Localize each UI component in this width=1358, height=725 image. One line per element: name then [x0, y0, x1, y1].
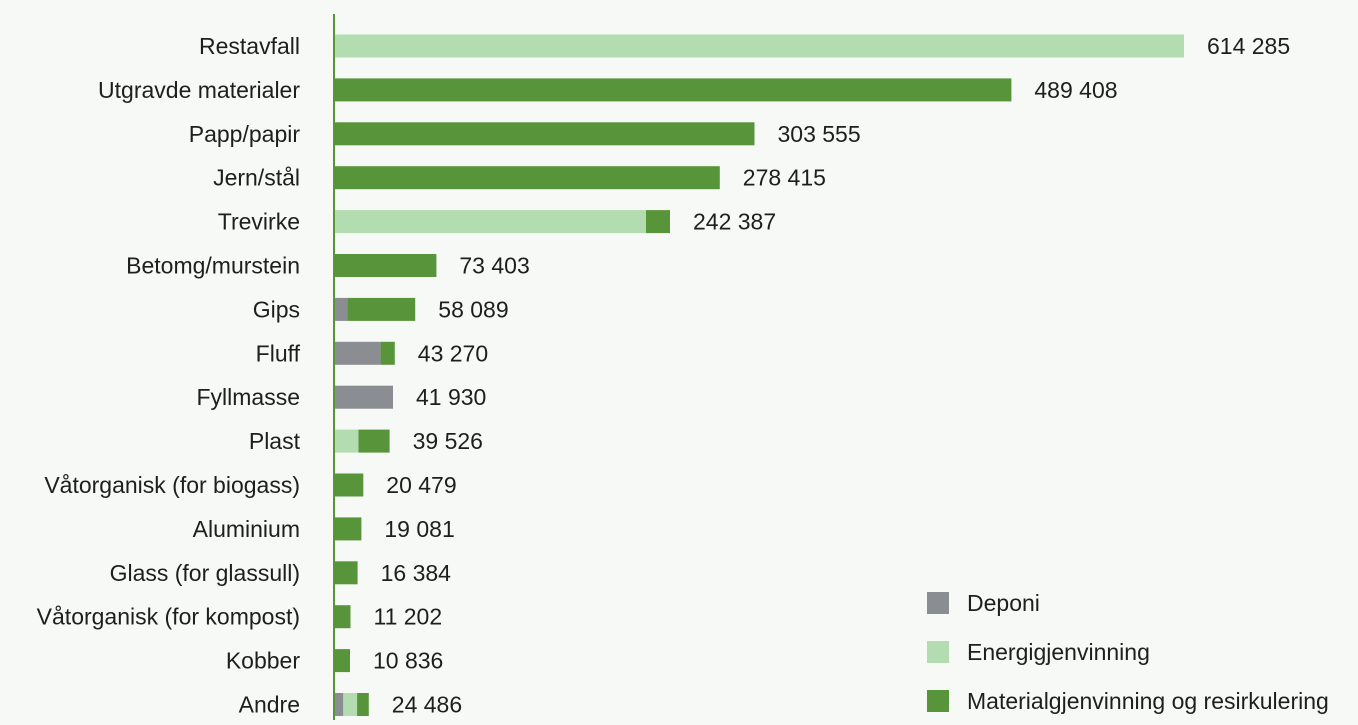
value-label: 20 479: [386, 472, 456, 498]
category-label: Aluminium: [193, 516, 300, 542]
category-label: Glass (for glassull): [110, 560, 300, 586]
bar-segment: [335, 35, 1184, 58]
bar-segment: [335, 386, 393, 409]
bar-segment: [357, 693, 369, 716]
category-label: Våtorganisk (for kompost): [37, 604, 300, 630]
category-label: Kobber: [226, 648, 301, 674]
category-label: Restavfall: [199, 33, 300, 59]
bar-segment: [335, 517, 361, 540]
value-label: 43 270: [418, 340, 488, 366]
bar-segment: [335, 298, 347, 321]
legend-label: Energigjenvinning: [967, 639, 1150, 665]
value-label: 10 836: [373, 648, 443, 674]
legend-swatch: [927, 592, 949, 614]
category-label: Utgravde materialer: [98, 77, 300, 103]
value-label: 303 555: [778, 121, 861, 147]
bar-segment: [335, 122, 755, 145]
category-label: Våtorganisk (for biogass): [44, 472, 300, 498]
bar-segment: [335, 78, 1011, 101]
value-label: 489 408: [1034, 77, 1117, 103]
legend-label: Deponi: [967, 590, 1040, 616]
bar-segment: [335, 210, 646, 233]
legend: Deponi Energigjenvinning Materialgjenvinni…: [927, 590, 1329, 714]
bar-segment: [335, 693, 343, 716]
value-label: 73 403: [459, 253, 529, 279]
category-label: Betomg/murstein: [126, 253, 300, 279]
value-label: 19 081: [384, 516, 454, 542]
bar-segment: [381, 342, 395, 365]
legend-swatch: [927, 690, 949, 712]
category-label: Fyllmasse: [196, 384, 300, 410]
bars-layer: [335, 35, 1184, 717]
bar-segment: [359, 430, 390, 453]
category-label: Jern/stål: [213, 165, 300, 191]
value-label: 58 089: [438, 296, 508, 322]
legend-label: Materialgjenvinning og resirkulering: [967, 688, 1329, 714]
bar-segment: [335, 430, 359, 453]
value-label: 614 285: [1207, 33, 1290, 59]
category-label: Fluff: [256, 340, 301, 366]
category-label: Trevirke: [218, 209, 300, 235]
category-label: Andre: [239, 692, 300, 718]
bar-segment: [335, 254, 436, 277]
value-label: 24 486: [392, 692, 462, 718]
legend-swatch: [927, 641, 949, 663]
bar-segment: [335, 605, 351, 628]
value-label: 39 526: [413, 428, 483, 454]
bar-segment: [343, 693, 357, 716]
bar-segment: [335, 561, 358, 584]
category-label: Papp/papir: [189, 121, 301, 147]
bar-segment: [335, 166, 720, 189]
bar-segment: [646, 210, 670, 233]
value-label: 11 202: [374, 604, 443, 630]
bar-segment: [335, 474, 363, 497]
bar-segment: [335, 342, 381, 365]
category-label: Gips: [253, 296, 300, 322]
value-label: 41 930: [416, 384, 486, 410]
bar-segment: [347, 298, 415, 321]
category-label: Plast: [249, 428, 301, 454]
value-label: 242 387: [693, 209, 776, 235]
bar-segment: [335, 649, 350, 672]
value-label: 16 384: [381, 560, 452, 586]
value-label: 278 415: [743, 165, 826, 191]
